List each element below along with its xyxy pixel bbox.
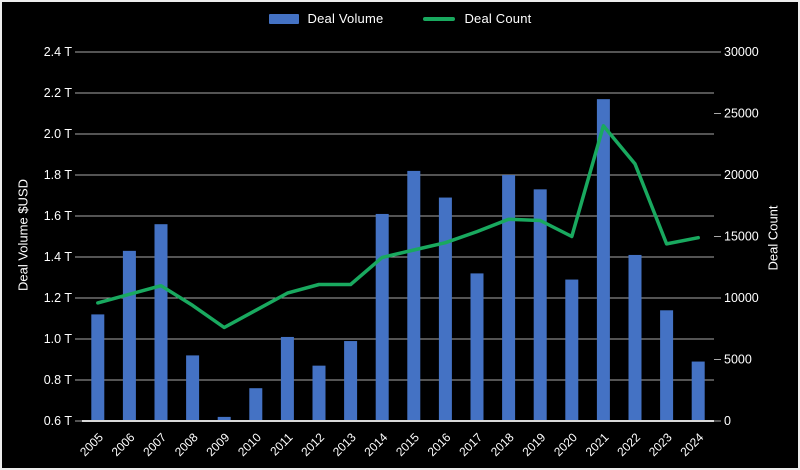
x-axis-tick-label: 2020 <box>551 430 580 459</box>
x-axis-tick-label: 2006 <box>109 430 138 459</box>
right-axis-tick-label: 10000 <box>724 291 759 305</box>
left-axis-tick-label: 1.4 T <box>44 250 73 264</box>
bar-2008 <box>186 355 200 421</box>
chart-legend: Deal Volume Deal Count <box>2 11 798 26</box>
x-axis-tick-label: 2015 <box>393 430 422 459</box>
legend-label-deal-volume: Deal Volume <box>307 11 384 26</box>
left-axis-tick-label: 2.4 T <box>44 45 73 59</box>
left-axis-tick-label: 0.8 T <box>44 373 73 387</box>
x-axis-tick-label: 2017 <box>456 430 485 459</box>
right-axis-tick-label: 30000 <box>724 45 759 59</box>
legend-label-deal-count: Deal Count <box>464 11 532 26</box>
bar-2007 <box>154 224 168 421</box>
left-axis-tick-label: 2.2 T <box>44 86 73 100</box>
x-axis-tick-label: 2018 <box>488 430 517 459</box>
x-axis-tick-label: 2009 <box>204 430 233 459</box>
left-axis-title: Deal Volume $USD <box>15 179 31 291</box>
bar-2013 <box>344 341 358 421</box>
bar-2023 <box>660 310 674 421</box>
x-axis-tick-label: 2008 <box>172 430 201 459</box>
x-axis-tick-label: 2011 <box>267 430 295 458</box>
bar-2016 <box>438 197 452 421</box>
bar-2010 <box>249 388 263 421</box>
right-axis-tick-label: 15000 <box>724 230 759 244</box>
x-axis-tick-label: 2024 <box>678 430 707 459</box>
left-axis-tick-label: 2.0 T <box>44 127 73 141</box>
x-axis-tick-label: 2016 <box>425 430 454 459</box>
x-axis-tick-label: 2005 <box>77 430 106 459</box>
legend-item-deal-count: Deal Count <box>423 11 531 26</box>
deal-volume-swatch-icon <box>268 13 299 24</box>
bar-2015 <box>407 170 421 421</box>
x-axis-tick-label: 2013 <box>330 430 359 459</box>
x-axis-tick-label: 2019 <box>520 430 549 459</box>
left-axis-tick-label: 1.8 T <box>44 168 73 182</box>
left-axis-tick-label: 1.6 T <box>44 209 73 223</box>
left-axis-tick-label: 1.2 T <box>44 291 73 305</box>
bar-2018 <box>502 175 516 421</box>
deal-count-line <box>96 124 700 330</box>
left-axis-tick-label: 1.0 T <box>44 332 73 346</box>
x-axis-tick-label: 2010 <box>235 430 264 459</box>
bar-2005 <box>91 314 105 421</box>
deal-count-swatch-icon <box>423 16 456 21</box>
left-axis-tick-label: 0.6 T <box>44 414 73 428</box>
bar-2017 <box>470 273 484 421</box>
bar-2024 <box>691 361 705 421</box>
right-axis-tick-label: 20000 <box>724 168 759 182</box>
bar-2006 <box>122 250 136 421</box>
x-axis-tick-label: 2021 <box>583 430 612 459</box>
x-axis-tick-label: 2012 <box>298 430 327 459</box>
legend-item-deal-volume: Deal Volume <box>268 11 384 26</box>
x-axis-tick-label: 2022 <box>614 430 643 459</box>
bar-2012 <box>312 365 326 421</box>
right-axis-tick-label: 25000 <box>724 107 759 121</box>
bar-2020 <box>565 279 579 421</box>
bar-2011 <box>280 336 294 421</box>
right-axis-tick-label: 0 <box>724 414 731 428</box>
right-axis-title: Deal Count <box>765 205 781 271</box>
x-axis-tick-label: 2007 <box>140 430 169 459</box>
right-axis-tick-label: 5000 <box>724 353 752 367</box>
bar-2009 <box>217 416 231 421</box>
bar-2021 <box>596 99 610 422</box>
bar-2014 <box>375 213 389 421</box>
x-axis-tick-label: 2023 <box>646 430 675 459</box>
bar-2022 <box>628 254 642 421</box>
bar-2019 <box>533 189 547 421</box>
x-axis-tick-label: 2014 <box>362 430 391 459</box>
